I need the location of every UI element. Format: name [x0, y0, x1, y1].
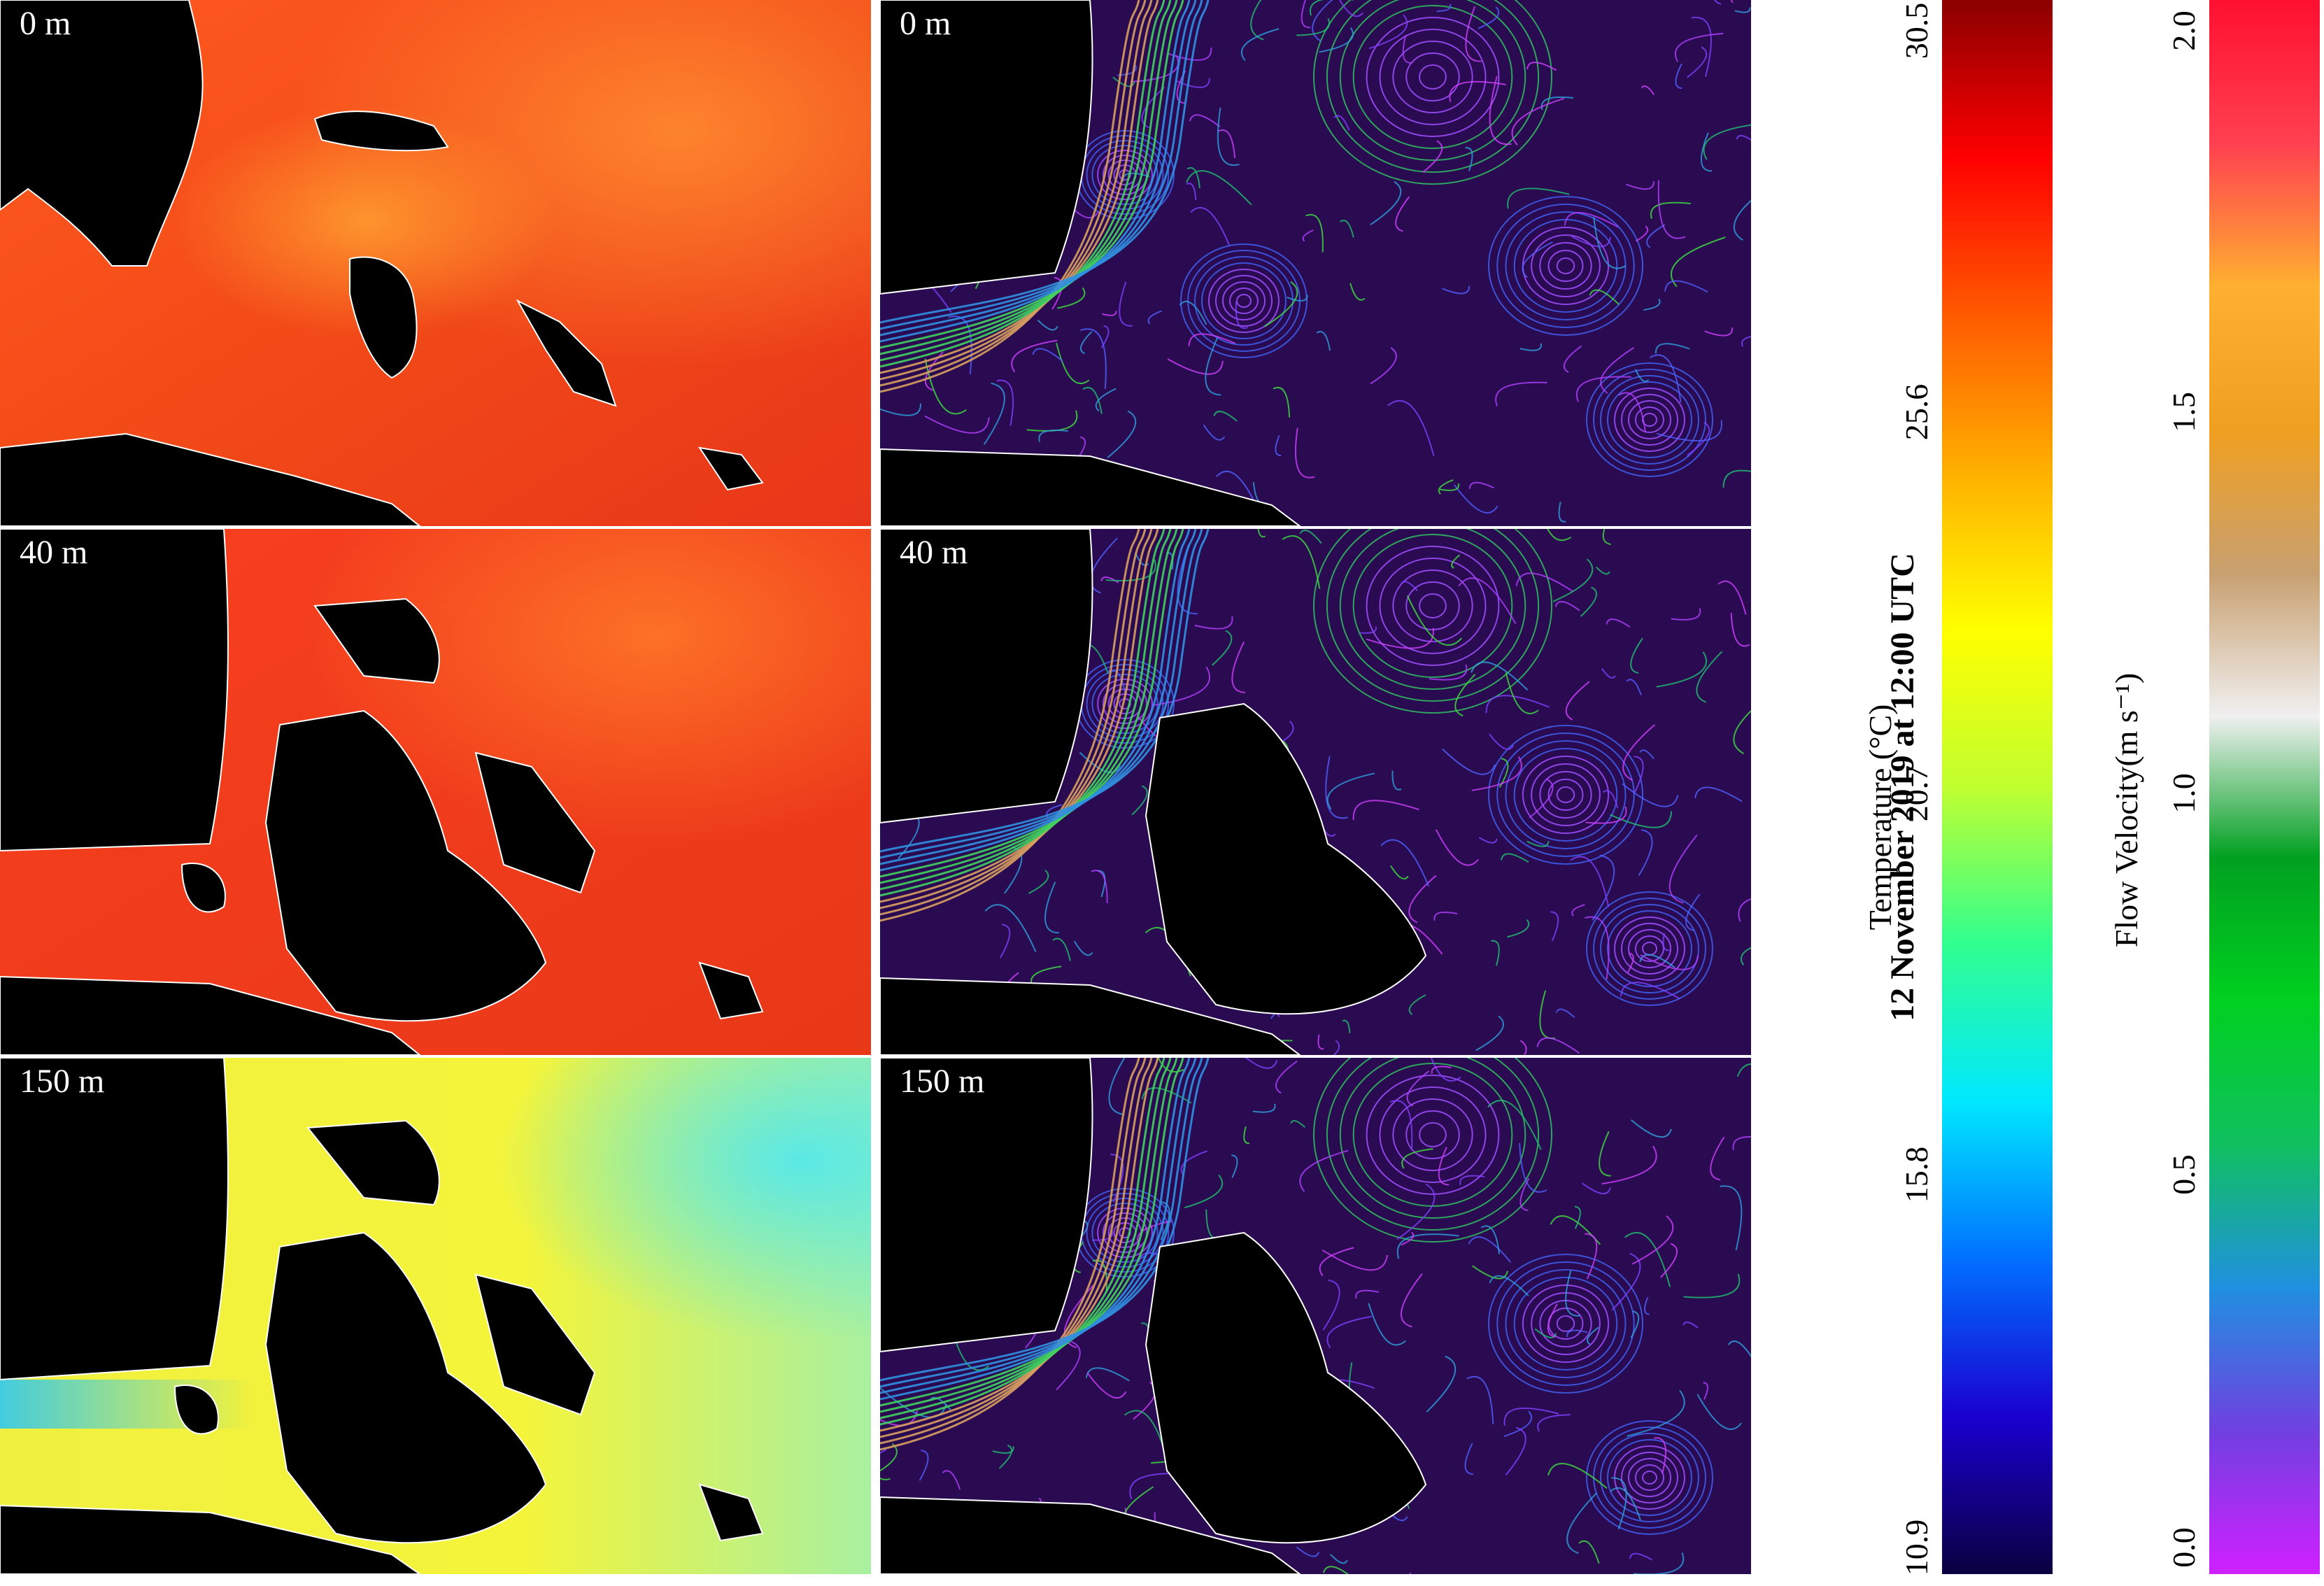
velocity-tick: 0.0 — [2166, 1513, 2202, 1583]
temperature-field-40m — [0, 529, 871, 1055]
land-mass — [880, 0, 1092, 294]
depth-label: 150 m — [900, 1065, 984, 1098]
temperature-colorbar-label: Temperature (°C) — [1861, 691, 1900, 943]
velocity-map-0m: 0 m — [880, 0, 1751, 526]
land-mass — [880, 1058, 1092, 1352]
temperature-map-150m: 150 m — [0, 1058, 871, 1574]
land-mass — [880, 529, 1092, 823]
temperature-map-40m: 40 m — [0, 529, 871, 1055]
temperature-tick: 10.9 — [1899, 1509, 1935, 1586]
temperature-tick: 25.6 — [1899, 374, 1935, 451]
temperature-map-0m: 0 m — [0, 0, 871, 526]
depth-label: 0 m — [20, 7, 71, 41]
velocity-map-40m: 40 m — [880, 529, 1751, 1055]
depth-label: 40 m — [900, 536, 968, 569]
depth-label: 0 m — [900, 7, 951, 41]
velocity-tick: 1.0 — [2166, 758, 2202, 828]
streamline-field-0m — [880, 0, 1751, 526]
velocity-tick: 2.0 — [2166, 0, 2202, 66]
velocity-colorbar — [2209, 0, 2320, 1574]
temperature-tick: 15.8 — [1899, 1136, 1935, 1213]
temperature-colorbar — [1942, 0, 2053, 1574]
depth-label: 150 m — [20, 1065, 104, 1098]
velocity-tick: 0.5 — [2166, 1140, 2202, 1210]
temperature-field-150m — [0, 1058, 871, 1574]
depth-label: 40 m — [20, 536, 87, 569]
streamline-field-150m — [880, 1058, 1751, 1574]
velocity-tick: 1.5 — [2166, 377, 2202, 447]
streamline-field-40m — [880, 529, 1751, 1055]
temperature-field-0m — [0, 0, 871, 526]
velocity-map-150m: 150 m — [880, 1058, 1751, 1574]
temperature-tick: 20.7 — [1899, 755, 1935, 832]
velocity-colorbar-label: Flow Velocity(m s⁻¹) — [2107, 663, 2146, 957]
temperature-tick: 30.5 — [1899, 0, 1935, 69]
